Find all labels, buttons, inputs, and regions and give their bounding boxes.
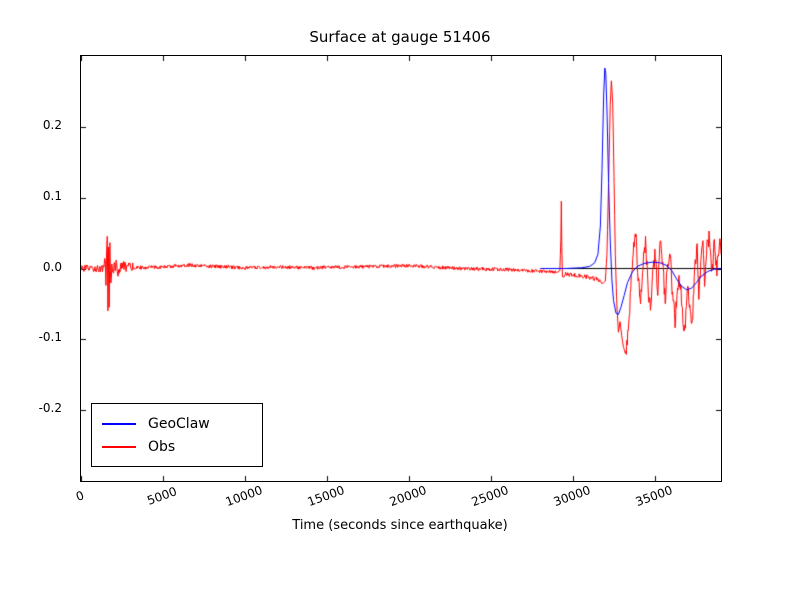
x-axis-tick-labels: 0 5000 10000 15000 20000 25000 30000 35000 [74,483,720,519]
x-tick-label: 10000 [223,482,265,510]
x-tick-label: 25000 [469,482,511,510]
x-tick-label: 20000 [387,482,429,510]
legend-entry-obs: Obs [102,439,252,455]
y-tick-label: -0.2 [38,401,62,416]
y-tick-label: 0.1 [42,188,62,203]
x-tick-label: 35000 [634,482,675,510]
x-tick-label: 30000 [551,482,593,510]
y-axis-tick-labels: 0.2 0.1 0.0 -0.1 -0.2 [0,55,72,480]
chart-title: Surface at gauge 51406 [309,28,491,46]
x-tick-label: 15000 [305,482,347,510]
y-tick-label: 0.2 [42,117,62,132]
legend-line-sample-obs [102,445,136,448]
legend: GeoClaw Obs [91,403,263,467]
y-tick-label: 0.0 [42,259,62,274]
x-tick-label: 5000 [145,484,179,508]
legend-entry-geoclaw: GeoClaw [102,416,252,432]
y-tick-label: -0.1 [38,330,62,345]
legend-label-geoclaw: GeoClaw [148,415,210,432]
x-axis-label: Time (seconds since earthquake) [292,518,508,533]
legend-label-obs: Obs [148,438,176,455]
legend-line-sample-geoclaw [102,422,136,425]
x-tick-label: 0 [74,488,86,504]
plot-area: GeoClaw Obs [80,55,722,482]
